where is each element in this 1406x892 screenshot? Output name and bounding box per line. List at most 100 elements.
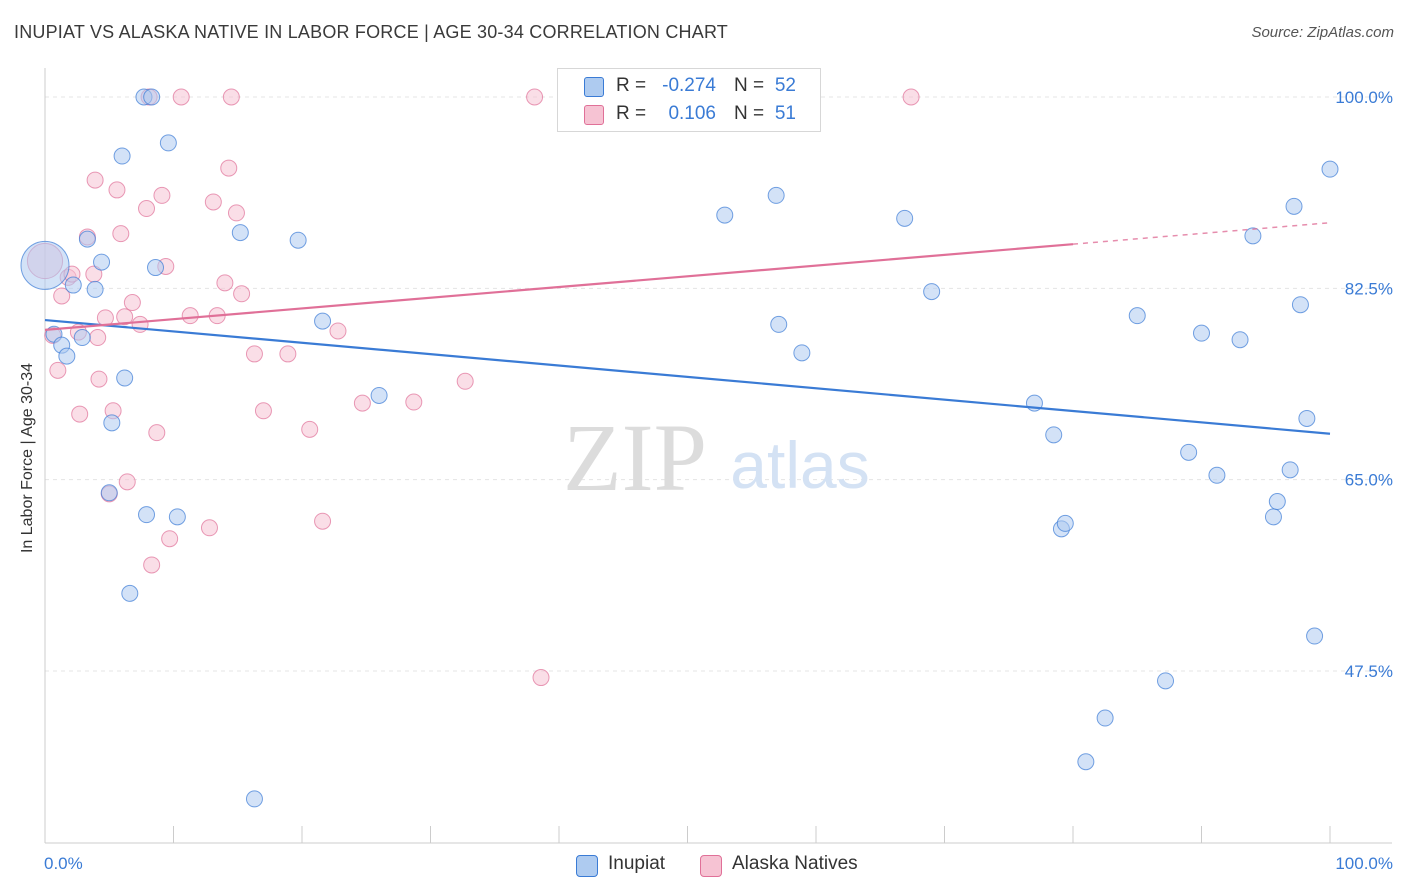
alaska-natives-swatch bbox=[584, 105, 604, 125]
pink-points bbox=[26, 88, 920, 687]
inupiat-point bbox=[767, 186, 785, 204]
inupiat-point bbox=[1291, 296, 1309, 314]
alaska-natives-point bbox=[233, 285, 251, 303]
inupiat-point bbox=[116, 369, 134, 387]
alaska-natives-point bbox=[254, 402, 272, 420]
inupiat-point bbox=[168, 508, 186, 526]
alaska-natives-point bbox=[112, 225, 130, 243]
y-tick-label: 65.0% bbox=[1345, 471, 1393, 490]
alaska-natives-point bbox=[353, 394, 371, 412]
legend-label: Alaska Natives bbox=[732, 853, 858, 874]
r-value: 0.106 bbox=[668, 103, 716, 124]
inupiat-point bbox=[58, 347, 76, 365]
inupiat-point bbox=[147, 259, 165, 277]
alaska-natives-point bbox=[526, 88, 544, 106]
y-tick-label: 100.0% bbox=[1335, 88, 1393, 107]
alaska-natives-point bbox=[49, 361, 67, 379]
inupiat-point bbox=[113, 147, 131, 165]
alaska-natives-point bbox=[216, 274, 234, 292]
alaska-natives-point bbox=[153, 186, 171, 204]
inupiat-point bbox=[78, 230, 96, 248]
alaska-natives-point bbox=[71, 405, 89, 423]
inupiat-point bbox=[1045, 426, 1063, 444]
inupiat-point bbox=[121, 584, 139, 602]
inupiat-point bbox=[1306, 627, 1324, 645]
alaska-natives-point bbox=[279, 345, 297, 363]
inupiat-point bbox=[1264, 508, 1282, 526]
watermark-zip: ZIP bbox=[563, 404, 707, 511]
inupiat-point bbox=[1321, 160, 1339, 178]
inupiat-point bbox=[100, 484, 118, 502]
watermark: ZIP atlas bbox=[563, 404, 870, 511]
inupiat-point bbox=[314, 312, 332, 330]
alaska-natives-point bbox=[301, 420, 319, 438]
alaska-natives-point bbox=[314, 512, 332, 530]
alaska-natives-point bbox=[143, 556, 161, 574]
inupiat-point bbox=[73, 329, 91, 347]
watermark-atlas: atlas bbox=[730, 428, 869, 502]
inupiat-point bbox=[923, 283, 941, 301]
alaska-natives-point bbox=[532, 669, 550, 687]
alaska-natives-point bbox=[89, 329, 107, 347]
alaska-natives-point bbox=[181, 307, 199, 325]
alaska-natives-swatch bbox=[700, 855, 722, 877]
legend-label: Inupiat bbox=[608, 853, 666, 874]
correlation-legend: R = -0.274 N = 52 R = 0.106 N = 51 bbox=[557, 68, 821, 132]
legend-row-alaska-natives: R = 0.106 N = 51 bbox=[558, 101, 820, 127]
alaska-natives-point bbox=[902, 88, 920, 106]
n-label: N = bbox=[734, 103, 765, 124]
r-value: -0.274 bbox=[662, 75, 716, 96]
n-label: N = bbox=[734, 75, 765, 96]
inupiat-point bbox=[64, 276, 82, 294]
inupiat-point bbox=[1157, 672, 1175, 690]
y-tick-label: 47.5% bbox=[1345, 662, 1393, 681]
inupiat-point bbox=[1193, 324, 1210, 342]
blue-points bbox=[20, 88, 1339, 808]
inupiat-point bbox=[1077, 753, 1095, 771]
inupiat-point bbox=[1128, 307, 1146, 325]
y-tick-label: 82.5% bbox=[1345, 279, 1393, 298]
inupiat-point bbox=[1056, 514, 1074, 532]
alaska-natives-point bbox=[90, 370, 108, 388]
gridlines bbox=[45, 96, 1392, 672]
alaska-natives-point bbox=[200, 519, 218, 537]
inupiat-point bbox=[1096, 709, 1114, 727]
inupiat-point bbox=[245, 790, 263, 808]
alaska-natives-point bbox=[329, 322, 347, 340]
alaska-natives-point bbox=[53, 287, 71, 305]
alaska-natives-point bbox=[116, 308, 134, 326]
inupiat-point bbox=[289, 231, 307, 249]
inupiat-point bbox=[20, 240, 70, 290]
inupiat-point bbox=[93, 253, 111, 271]
inupiat-point bbox=[1208, 466, 1226, 484]
alaska-natives-trend-line-extension bbox=[1072, 221, 1331, 245]
alaska-natives-point bbox=[86, 171, 104, 189]
inupiat-point bbox=[143, 88, 161, 106]
alaska-natives-point bbox=[172, 88, 190, 106]
inupiat-point bbox=[1180, 443, 1198, 461]
n-value: 52 bbox=[774, 75, 796, 96]
axes bbox=[44, 68, 1392, 844]
inupiat-swatch bbox=[584, 77, 604, 97]
inupiat-point bbox=[1298, 409, 1316, 427]
inupiat-point bbox=[86, 280, 104, 298]
n-value: 51 bbox=[774, 103, 796, 124]
series-legend: Inupiat Alaska Natives bbox=[0, 852, 1406, 878]
legend-row-inupiat: R = -0.274 N = 52 bbox=[558, 73, 820, 99]
inupiat-swatch bbox=[576, 855, 598, 877]
inupiat-point bbox=[1281, 461, 1299, 479]
inupiat-point bbox=[159, 134, 177, 152]
inupiat-point bbox=[1244, 227, 1262, 245]
alaska-natives-trend-line bbox=[44, 243, 1074, 331]
inupiat-trend-line bbox=[44, 318, 1331, 435]
inupiat-point bbox=[1231, 331, 1249, 349]
alaska-natives-point bbox=[148, 424, 166, 442]
inupiat-point bbox=[716, 206, 734, 224]
trend-lines bbox=[44, 221, 1331, 435]
x-tick-label: 0.0% bbox=[44, 854, 83, 873]
alaska-natives-point bbox=[405, 393, 423, 411]
inupiat-point bbox=[231, 224, 249, 242]
r-label: R = bbox=[616, 103, 647, 124]
alaska-natives-point bbox=[245, 345, 263, 363]
